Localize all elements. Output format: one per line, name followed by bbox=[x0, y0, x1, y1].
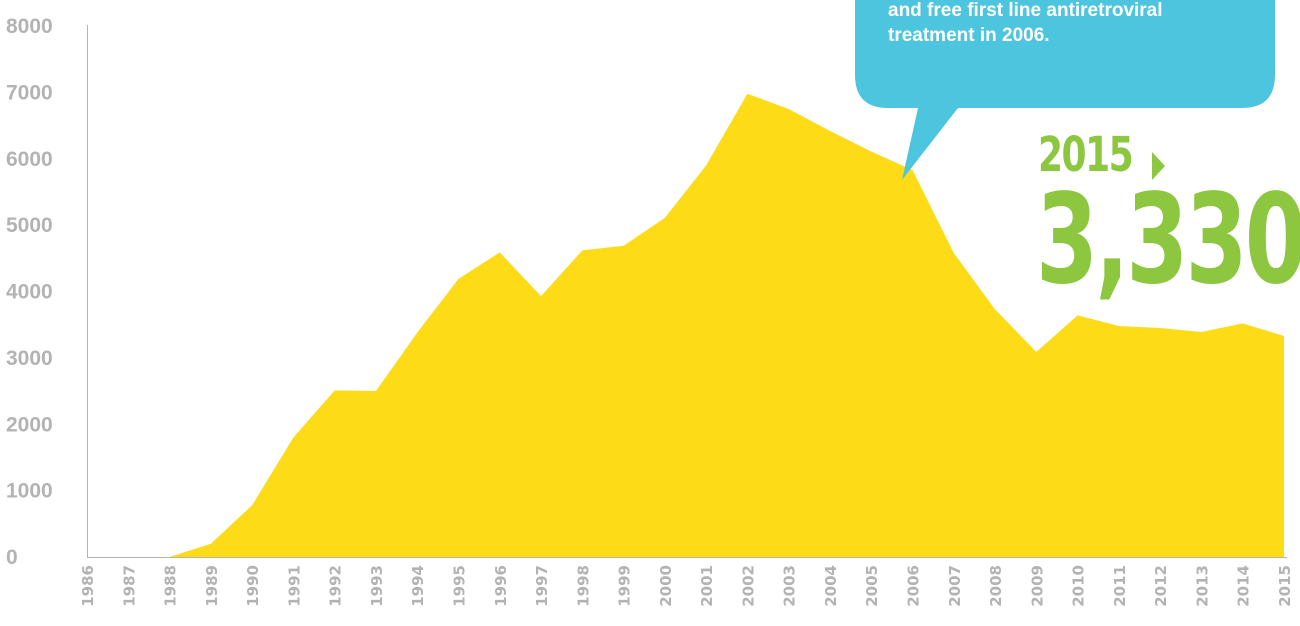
x-tick-label: 2003 bbox=[781, 565, 799, 607]
x-tick-label: 2011 bbox=[1111, 565, 1129, 607]
x-tick-label: 2004 bbox=[822, 565, 840, 607]
x-tick-label: 2009 bbox=[1028, 565, 1046, 607]
x-tick-label: 1991 bbox=[285, 565, 303, 607]
x-tick-label: 1993 bbox=[368, 565, 386, 607]
x-tick-label: 2014 bbox=[1235, 565, 1253, 607]
y-tick-label: 5000 bbox=[6, 214, 53, 237]
y-tick-label: 1000 bbox=[6, 480, 53, 503]
y-tick-label: 7000 bbox=[6, 81, 53, 104]
x-tick-label: 2015 bbox=[1276, 565, 1294, 607]
y-tick-labels: 0 1000 2000 3000 4000 5000 6000 7000 8000 bbox=[6, 15, 53, 569]
callout-line-2: treatment in 2006. bbox=[888, 25, 1050, 46]
callout-text: and free first line antiretroviral treat… bbox=[888, 0, 1268, 48]
x-tick-label: 1988 bbox=[162, 565, 180, 607]
x-tick-label: 2010 bbox=[1070, 565, 1088, 607]
callout-bubble bbox=[855, 0, 1275, 180]
area-series bbox=[87, 93, 1284, 557]
x-tick-label: 2012 bbox=[1152, 565, 1170, 607]
x-tick-label: 2006 bbox=[905, 565, 923, 607]
x-tick-label: 1997 bbox=[533, 565, 551, 607]
x-tick-label: 1986 bbox=[79, 565, 97, 607]
highlight-value: 3,330 bbox=[1036, 168, 1300, 312]
y-tick-label: 8000 bbox=[6, 15, 53, 38]
highlight-year-label: 2015 bbox=[1038, 127, 1134, 183]
x-tick-label: 2002 bbox=[739, 565, 757, 607]
callout-line-1: and free first line antiretroviral bbox=[888, 0, 1163, 21]
x-tick-label: 1994 bbox=[409, 565, 427, 607]
x-tick-label: 1989 bbox=[203, 565, 221, 607]
x-tick-label: 2013 bbox=[1193, 565, 1211, 607]
x-tick-label: 1987 bbox=[120, 565, 138, 607]
x-tick-label: 2005 bbox=[863, 565, 881, 607]
play-arrow-icon bbox=[1152, 152, 1165, 180]
x-tick-label: 1995 bbox=[450, 565, 468, 607]
y-tick-label: 2000 bbox=[6, 413, 53, 436]
plot-area bbox=[87, 93, 1284, 557]
x-tick-label: 2000 bbox=[657, 565, 675, 607]
x-tick-label: 2007 bbox=[946, 565, 964, 607]
x-tick-label: 2001 bbox=[698, 565, 716, 607]
x-tick-label: 1998 bbox=[574, 565, 592, 607]
y-tick-label: 3000 bbox=[6, 347, 53, 370]
y-tick-label: 6000 bbox=[6, 148, 53, 171]
x-tick-label: 1996 bbox=[492, 565, 510, 607]
x-tick-labels: 1986 1987 1988 1989 1990 1991 1992 1993 1994 1995… bbox=[79, 565, 1294, 607]
x-tick-label: 1992 bbox=[327, 565, 345, 607]
x-tick-label: 1990 bbox=[244, 565, 262, 607]
x-tick-label: 1999 bbox=[616, 565, 634, 607]
x-tick-label: 2008 bbox=[987, 565, 1005, 607]
y-tick-label: 4000 bbox=[6, 281, 53, 304]
y-tick-label: 0 bbox=[6, 546, 18, 569]
